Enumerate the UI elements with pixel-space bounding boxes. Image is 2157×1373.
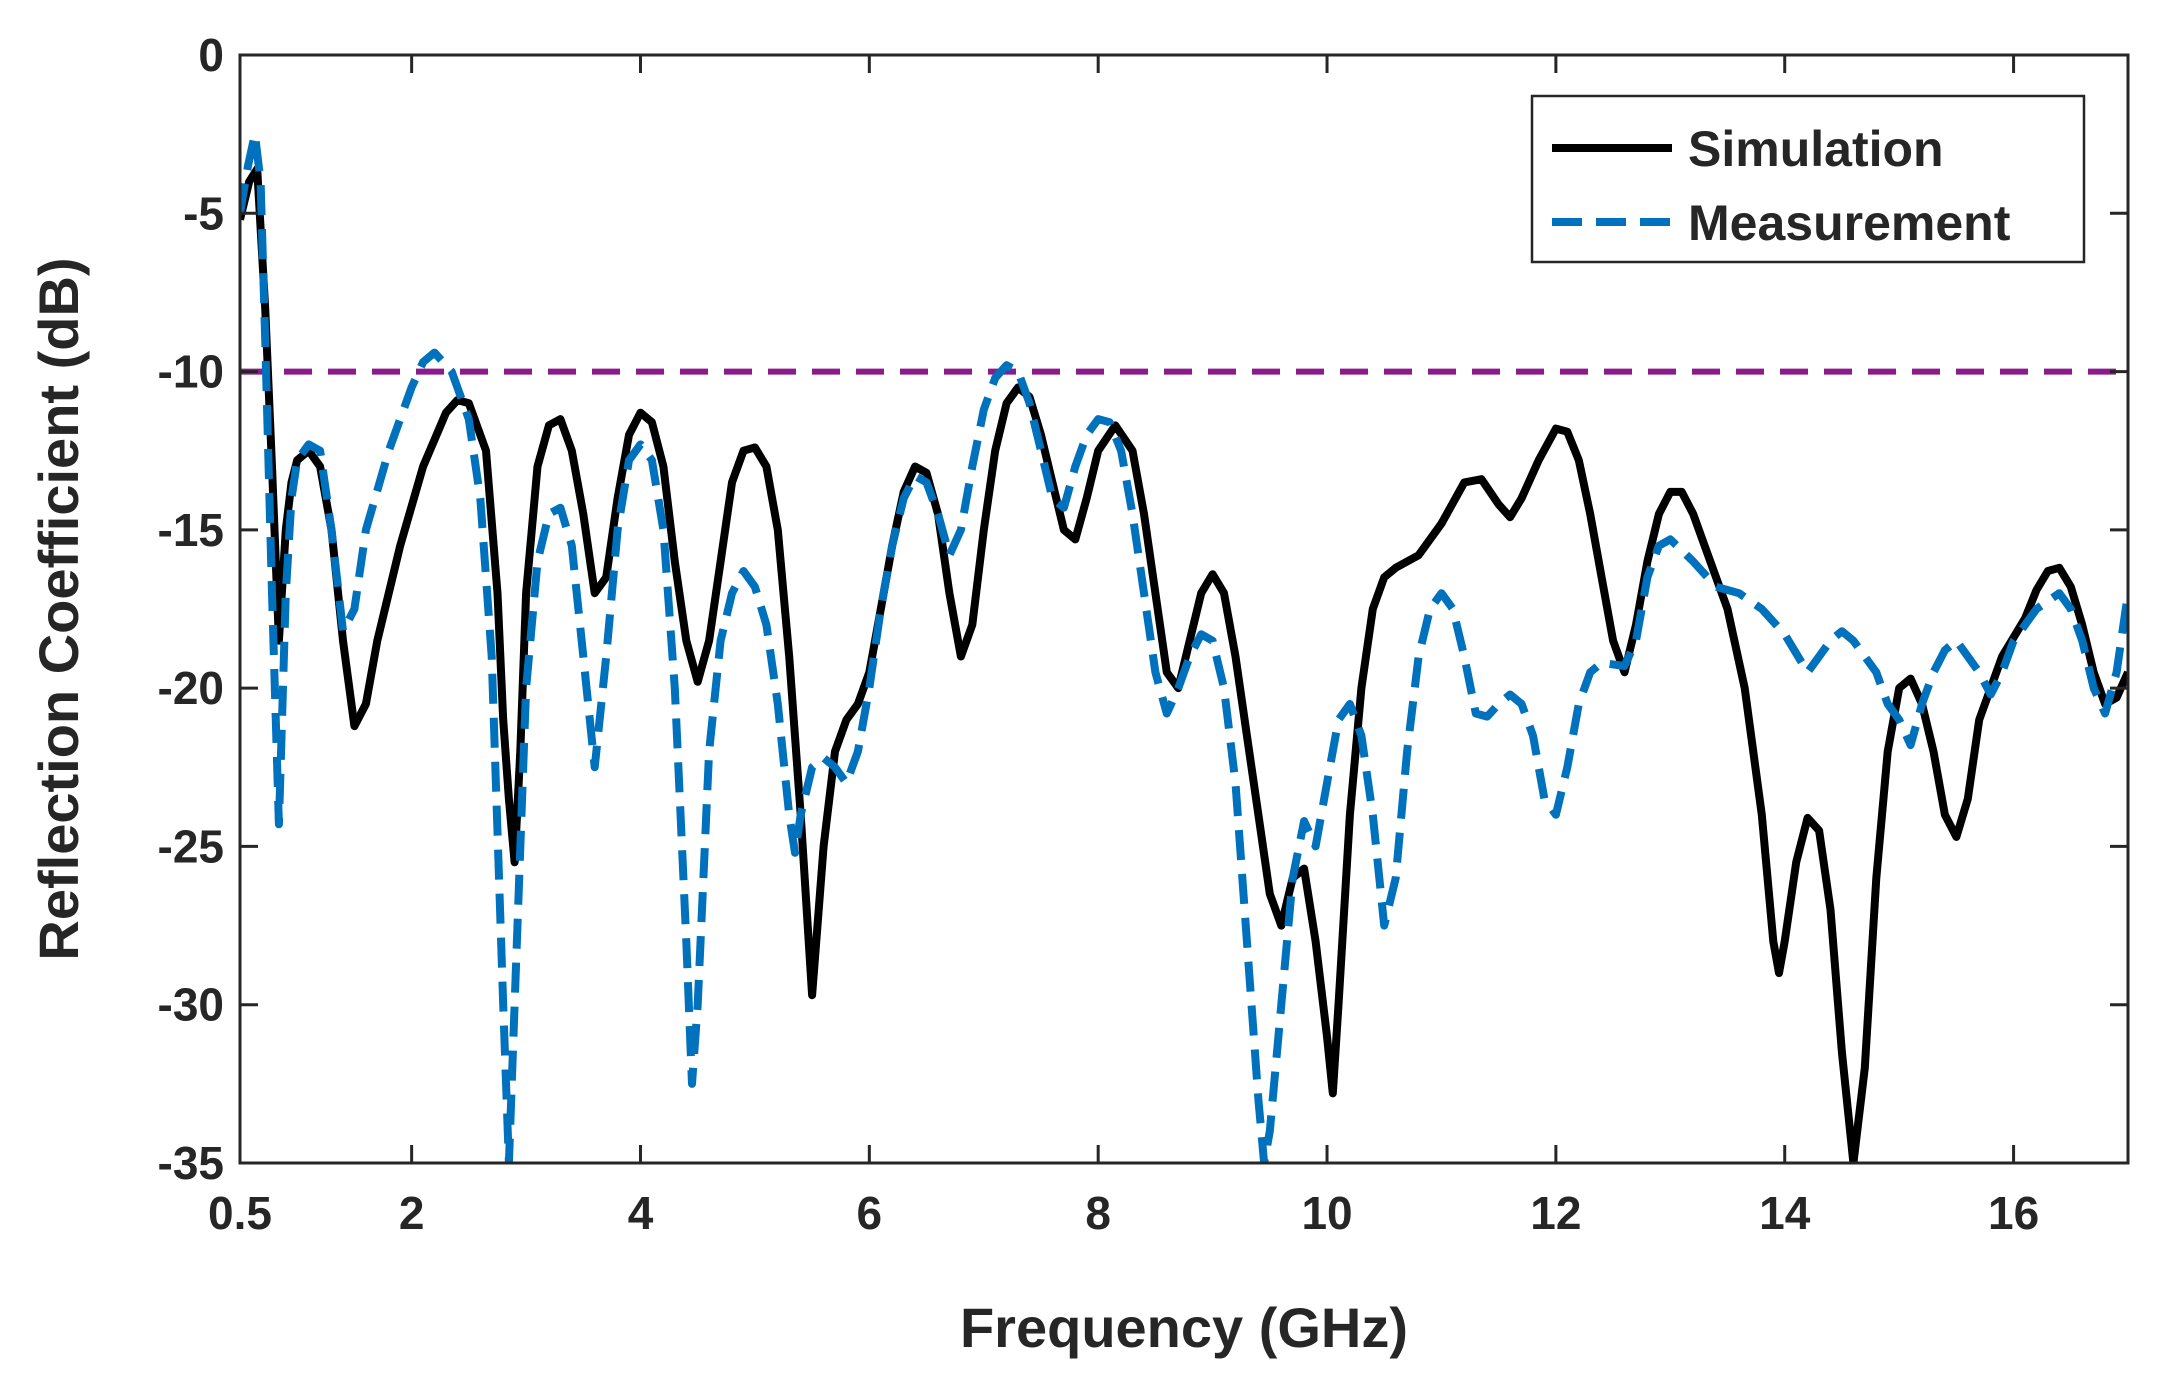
- x-tick-label: 2: [399, 1187, 425, 1239]
- x-tick-label: 8: [1085, 1187, 1111, 1239]
- x-tick-label: 0.5: [208, 1187, 272, 1239]
- y-axis-title: Reflection Coefficient (dB): [27, 257, 90, 960]
- y-tick-label: -10: [158, 346, 224, 398]
- series-layer: [240, 130, 2128, 1163]
- y-tick-label: -20: [158, 662, 224, 714]
- x-tick-label: 16: [1988, 1187, 2039, 1239]
- x-tick-label: 4: [628, 1187, 654, 1239]
- plot-frame: [238, 53, 2130, 1165]
- x-tick-label: 10: [1301, 1187, 1352, 1239]
- legend-label-measurement: Measurement: [1688, 195, 2011, 251]
- x-tick-label: 14: [1759, 1187, 1811, 1239]
- series-line-simulation: [240, 165, 2128, 1163]
- x-tick-label: 12: [1530, 1187, 1581, 1239]
- y-tick-label: -25: [158, 820, 224, 872]
- tick-labels: 0.5 2 4 6 8 10 12 14 16 0 -5 -10 -15 -20 -25 -30 -35: [158, 29, 2040, 1239]
- legend-label-simulation: Simulation: [1688, 121, 1944, 177]
- y-tick-label: -30: [158, 979, 224, 1031]
- series-line-measurement: [240, 130, 2128, 1163]
- legend-box: [1530, 94, 2086, 264]
- y-tick-label: -15: [158, 504, 224, 556]
- y-tick-label: -5: [183, 187, 224, 239]
- y-tick-label: 0: [198, 29, 224, 81]
- legend: Simulation Measurement: [1530, 94, 2086, 264]
- y-tick-label: -35: [158, 1137, 224, 1189]
- x-axis-title: Frequency (GHz): [960, 1296, 1408, 1359]
- x-tick-label: 6: [857, 1187, 883, 1239]
- axis-ticks: [238, 53, 2128, 1165]
